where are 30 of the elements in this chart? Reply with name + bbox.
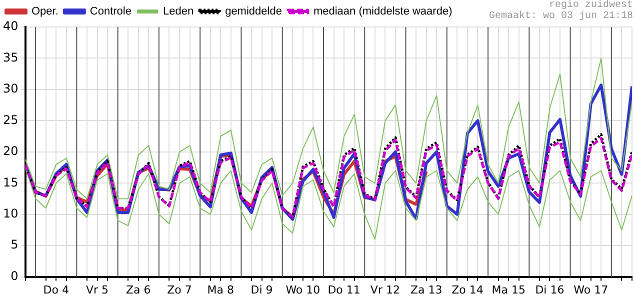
y-tick-label: 5 bbox=[10, 238, 18, 252]
text: Gemaakt: wo 03 jun 21:18 bbox=[488, 11, 633, 22]
y-tick-label: 10 bbox=[2, 206, 18, 220]
x-tick-label: Za 6 bbox=[126, 283, 151, 296]
x-tick-label: Vr 12 bbox=[370, 283, 400, 296]
x-tick-label: Zo 14 bbox=[452, 283, 484, 296]
x-tick-label: Di 16 bbox=[535, 283, 564, 296]
legend-label: Oper. bbox=[32, 6, 58, 18]
y-tick-label: 0 bbox=[10, 268, 18, 283]
y-tick-label: 40 bbox=[2, 19, 18, 34]
x-tick-label: Ma 15 bbox=[492, 283, 526, 296]
text: regio zuidwest bbox=[548, 0, 633, 11]
x-tick-label: Do 11 bbox=[328, 283, 360, 296]
legend-label: gemiddelde bbox=[225, 6, 282, 18]
x-tick-label: Za 13 bbox=[410, 283, 442, 296]
x-tick-label: Wo 17 bbox=[574, 283, 608, 296]
x-tick-label: Di 9 bbox=[250, 283, 273, 296]
x-tick-label: Vr 5 bbox=[86, 283, 109, 296]
y-tick-label: 25 bbox=[2, 112, 18, 127]
legend-label: Leden bbox=[162, 6, 194, 18]
x-tick-label: Wo 10 bbox=[286, 283, 320, 296]
y-tick-label: 20 bbox=[2, 144, 18, 158]
y-tick-label: 35 bbox=[2, 50, 18, 64]
legend-label: mediaan (middelste waarde) bbox=[313, 6, 452, 18]
legend-label: Controle bbox=[90, 6, 132, 18]
x-tick-label: Zo 7 bbox=[167, 283, 192, 296]
y-tick-label: 15 bbox=[2, 175, 18, 190]
x-tick-label: Do 4 bbox=[43, 283, 69, 296]
y-tick-label: 30 bbox=[2, 82, 18, 96]
x-tick-label: Ma 8 bbox=[207, 283, 234, 296]
